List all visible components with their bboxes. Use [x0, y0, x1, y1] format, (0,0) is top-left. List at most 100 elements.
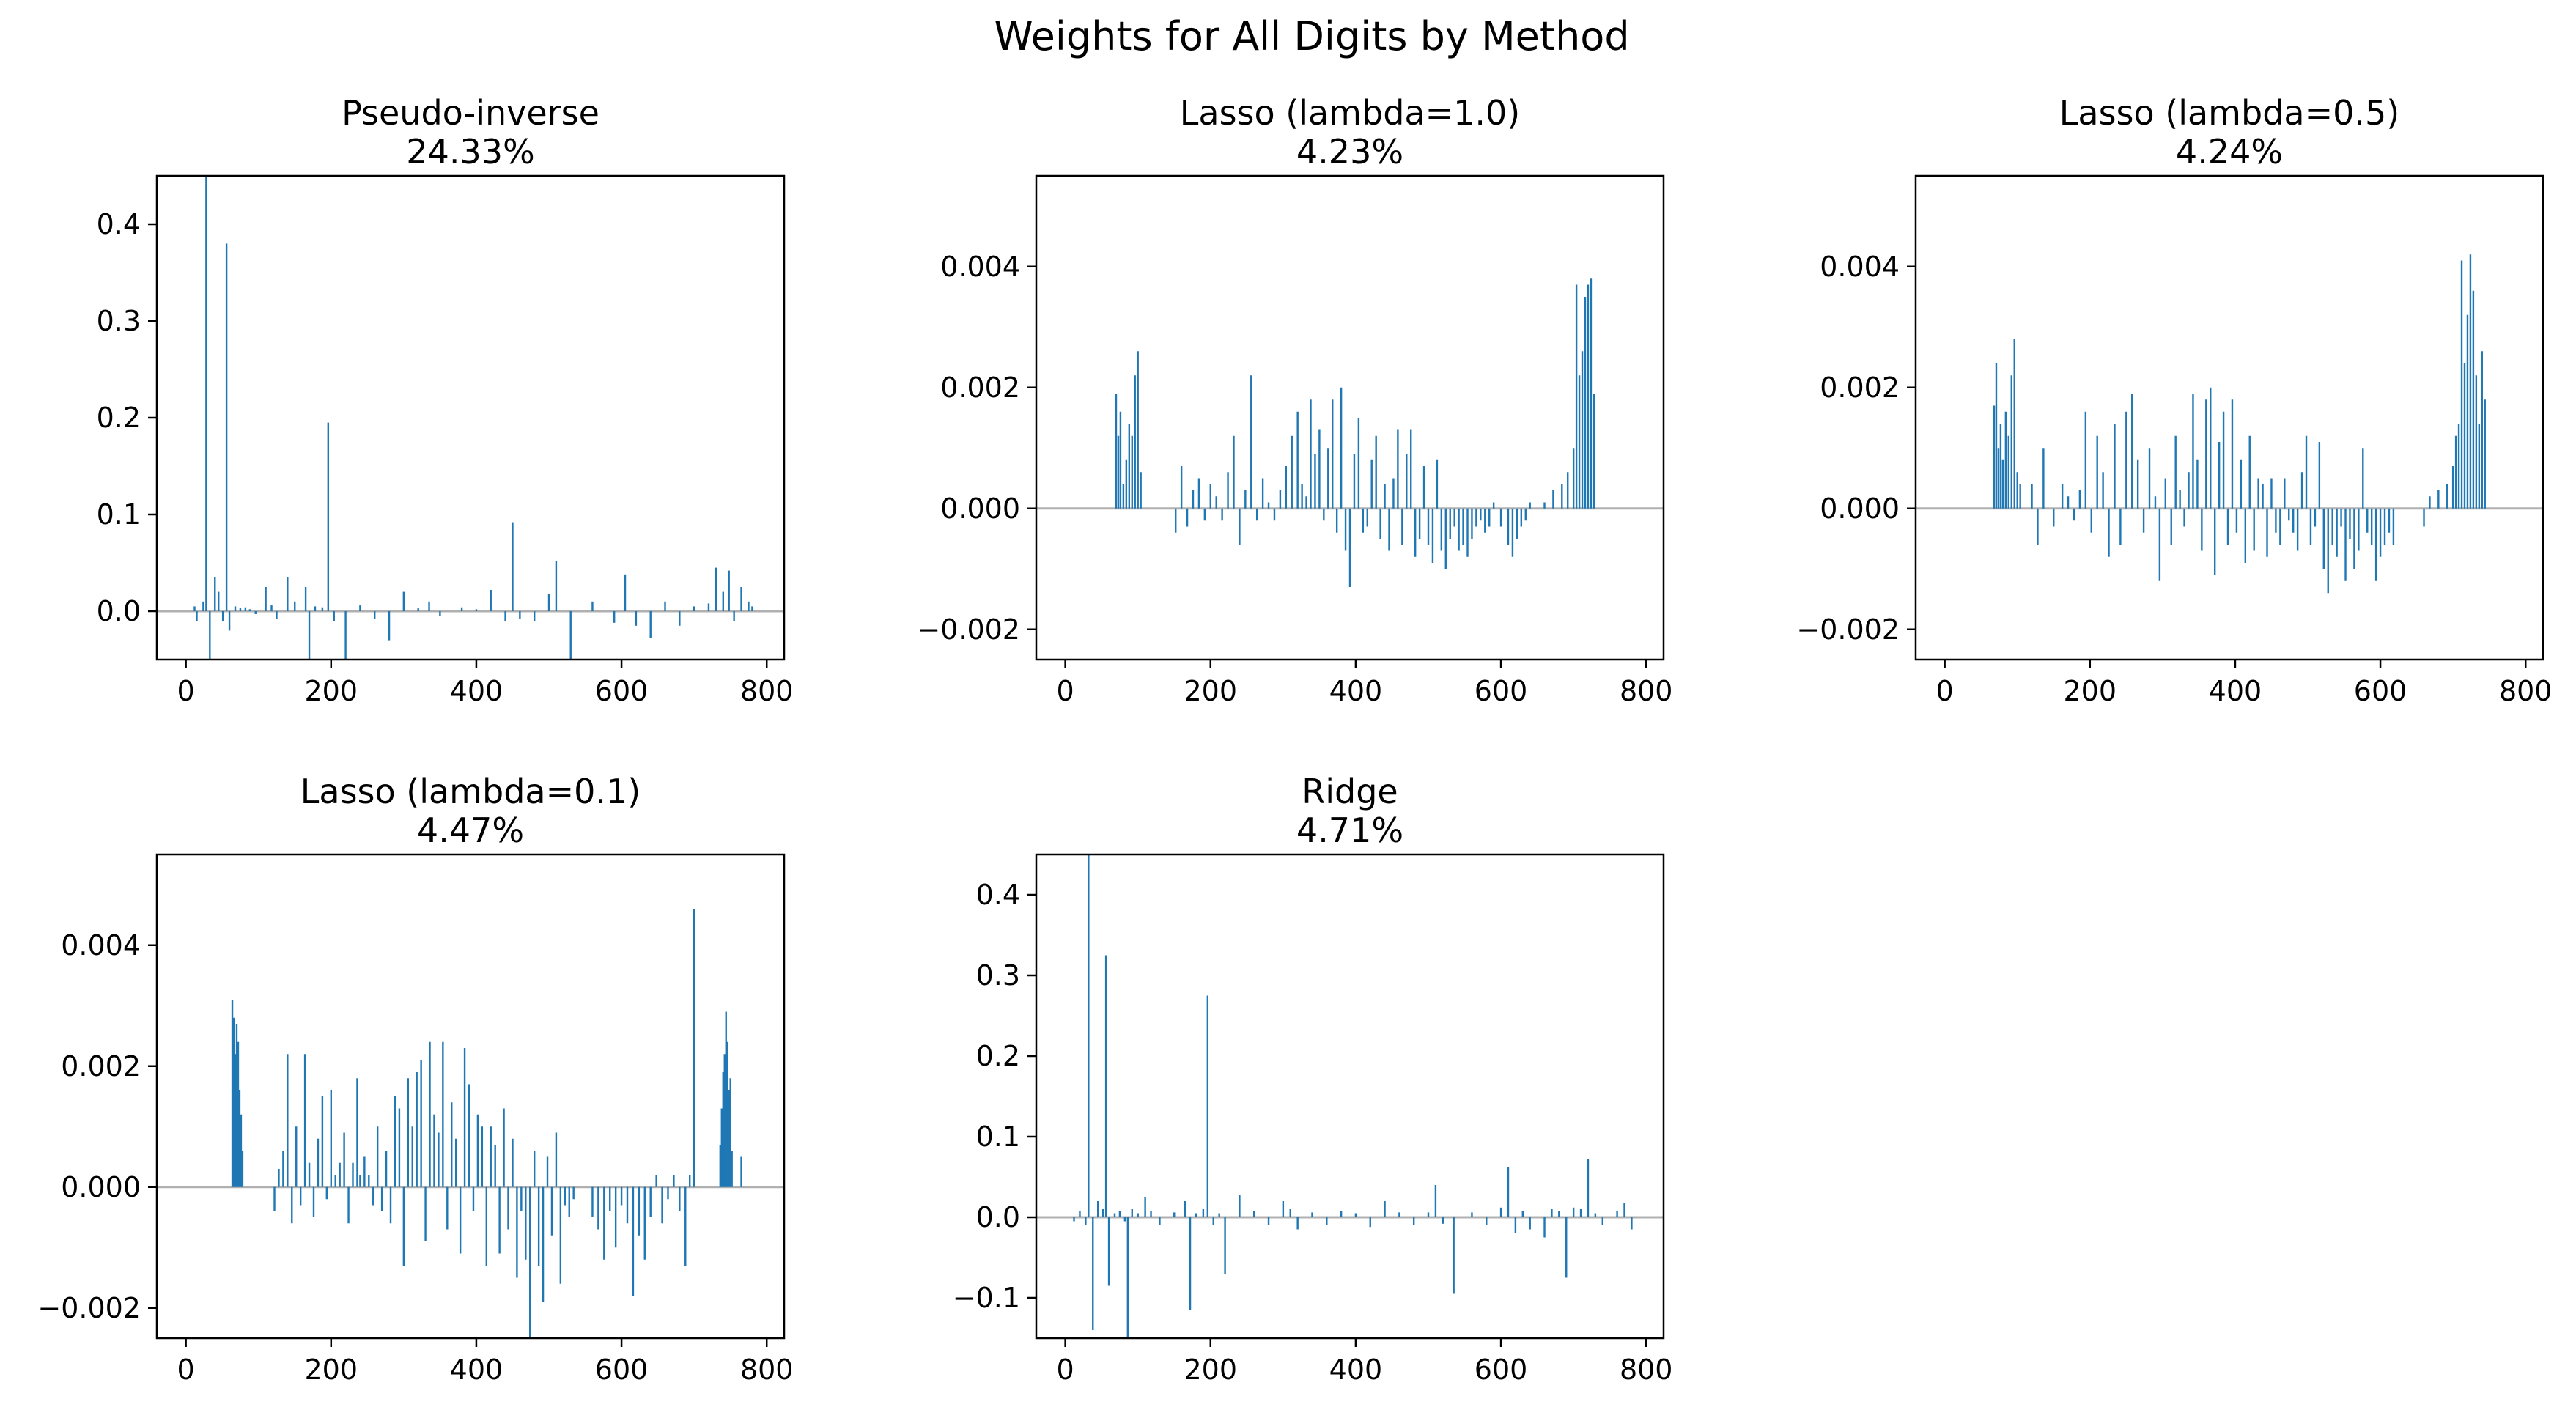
weight-bar [1335, 508, 1338, 533]
x-tick-label: 200 [305, 1354, 358, 1386]
weight-bar [1218, 1213, 1220, 1217]
weight-bar [411, 1126, 413, 1187]
weight-bar [620, 1186, 623, 1206]
weight-bar [504, 611, 506, 621]
weight-bar [1436, 459, 1439, 509]
weight-bar [308, 611, 311, 660]
weight-bar [225, 243, 228, 611]
weight-bar [1414, 508, 1417, 557]
weight-bar [1186, 508, 1189, 527]
weight-bar [684, 1186, 687, 1266]
weight-bar [2472, 290, 2475, 509]
plot-area [1036, 855, 1664, 1338]
weight-bar [1579, 1209, 1582, 1217]
weight-bar [2327, 508, 2329, 594]
plot-area [157, 176, 784, 660]
weight-bar [1117, 435, 1120, 509]
weight-bar [273, 1186, 276, 1211]
weight-bar [1587, 1159, 1590, 1217]
weight-bar [424, 1186, 427, 1241]
weight-bar [2031, 484, 2033, 509]
weight-bar [330, 1090, 332, 1187]
weight-bar [303, 1054, 306, 1187]
weight-bar [537, 1186, 540, 1266]
weight-bar [729, 1078, 731, 1187]
x-tick-label: 400 [450, 675, 503, 707]
weight-bar [287, 577, 289, 611]
plot-area [1916, 254, 2543, 594]
weight-bar [205, 176, 207, 611]
subplot-score: 4.23% [1296, 132, 1403, 171]
subplot-4: Lasso (lambda=0.1)4.47% 0 200 400 600 800 −0.0… [37, 772, 793, 1386]
x-tick-label: 800 [1620, 675, 1673, 707]
weight-bar [417, 608, 419, 611]
weight-bar [1543, 1217, 1546, 1238]
weight-bar [325, 1186, 328, 1200]
weight-bar [707, 603, 710, 611]
weight-bar [591, 601, 594, 611]
weight-bar [649, 1186, 652, 1217]
weight-bar [2296, 508, 2299, 551]
y-tick-label: 0.0 [97, 595, 141, 627]
weight-bar [2379, 508, 2382, 557]
weight-bar [516, 1186, 518, 1278]
weight-bar [472, 1186, 475, 1211]
weight-bar [1318, 429, 1321, 509]
weight-bar [333, 611, 335, 621]
weight-bar [1590, 278, 1593, 509]
weight-bar [1197, 478, 1200, 509]
weight-bar [343, 1132, 345, 1187]
y-tick-label: 0.3 [97, 305, 141, 337]
weight-bar [1215, 496, 1217, 509]
y-tick-label: 0.000 [940, 492, 1020, 525]
x-tick-label: 800 [2499, 675, 2553, 707]
weight-bar [748, 601, 750, 611]
weight-bar [1203, 508, 1206, 521]
weight-bar [2042, 448, 2045, 509]
weight-bar [344, 611, 347, 660]
weight-bar [2344, 508, 2347, 581]
weight-bar [1551, 1209, 1553, 1217]
weight-bar [2090, 508, 2092, 533]
x-tick-label: 200 [305, 675, 358, 707]
weight-bar [363, 1156, 366, 1187]
weight-bar [520, 1186, 523, 1211]
x-tick-label: 800 [740, 1354, 794, 1386]
weight-bar [1137, 1213, 1139, 1217]
weight-bar [1189, 1217, 1192, 1310]
weight-bar [429, 1041, 431, 1187]
weight-bar [1107, 1217, 1110, 1286]
weight-bar [1444, 508, 1447, 569]
weight-bar [1584, 297, 1587, 509]
weight-bar [1344, 508, 1347, 551]
x-tick-label: 400 [1329, 1354, 1383, 1386]
weight-bar [719, 1145, 722, 1187]
weight-bar [481, 1126, 484, 1187]
weight-bar [321, 607, 324, 611]
weight-bar [1357, 418, 1360, 509]
weight-bar [2366, 508, 2369, 533]
weight-bar [294, 601, 296, 611]
weight-bar [1567, 472, 1569, 509]
weight-bar [1572, 1207, 1575, 1217]
weight-bar [512, 522, 514, 611]
weight-bar [503, 1108, 505, 1187]
weight-bar [2292, 508, 2295, 533]
weight-bar [1442, 1217, 1444, 1224]
weight-bar [525, 1186, 527, 1260]
weight-bar [490, 1126, 492, 1187]
subplot-title: Pseudo-inverse [342, 93, 599, 133]
weight-bar [2188, 472, 2190, 509]
weight-bar [1311, 1212, 1313, 1217]
weight-bar [1113, 1213, 1116, 1217]
weight-bar [2336, 508, 2338, 557]
weight-bar [1326, 1217, 1328, 1225]
weight-bar [2158, 508, 2161, 581]
weight-bar [2164, 478, 2167, 509]
weight-bar [1101, 1209, 1104, 1217]
weight-bar [2240, 459, 2243, 509]
weight-bar [728, 570, 730, 611]
weight-bar [1296, 1217, 1299, 1230]
weight-bar [402, 1186, 405, 1266]
